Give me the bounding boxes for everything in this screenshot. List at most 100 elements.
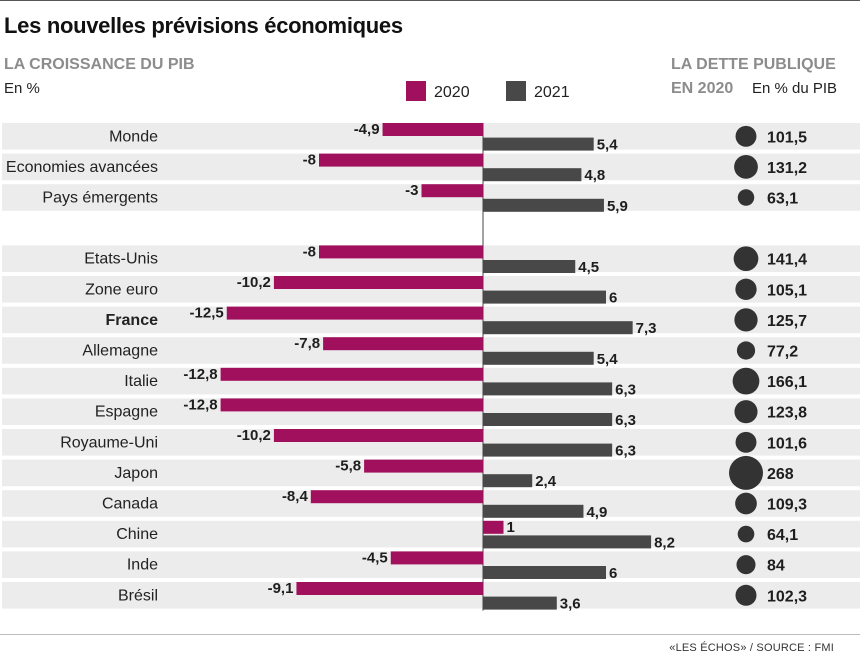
row-band — [2, 520, 860, 548]
debt-label: 166,1 — [767, 374, 807, 391]
bar-2021 — [483, 260, 576, 273]
bar-label-2020: -3 — [405, 182, 418, 199]
category-label: Chine — [116, 526, 158, 543]
legend-label-2020: 2020 — [434, 84, 470, 101]
bar-2020 — [220, 367, 483, 381]
legend-item-2020: 2020 — [406, 81, 470, 102]
debt-bubble — [733, 246, 759, 272]
debt-label: 141,4 — [767, 252, 807, 269]
category-label: Allemagne — [82, 343, 158, 360]
bar-2020 — [310, 490, 483, 504]
debt-label: 101,6 — [767, 435, 807, 452]
debt-bubble — [735, 278, 757, 300]
bar-label-2021: 2,4 — [535, 473, 557, 490]
debt-bubble — [735, 431, 757, 453]
bar-2021 — [483, 596, 557, 610]
bar-label-2021: 6,3 — [615, 412, 636, 429]
bar-label-2020: -7,8 — [294, 335, 320, 352]
bar-2021 — [483, 198, 604, 212]
debt-bubble — [734, 308, 758, 332]
bar-2020 — [226, 306, 483, 320]
debt-subtitle-line1: LA DETTE PUBLIQUE — [671, 56, 836, 73]
bar-label-2021: 6,3 — [615, 381, 636, 398]
debt-label: 131,2 — [767, 160, 807, 177]
debt-bubble — [736, 555, 756, 575]
bar-2020 — [319, 153, 483, 167]
bar-2020 — [483, 520, 504, 534]
bar-2021 — [483, 474, 533, 488]
debt-label: 105,1 — [767, 282, 807, 299]
bar-label-2021: 7,3 — [636, 320, 657, 337]
bar-2020 — [220, 398, 483, 412]
category-label: Etats-Unis — [84, 251, 158, 268]
bar-2021 — [483, 351, 594, 365]
bar-2020 — [421, 184, 483, 198]
bar-2021 — [483, 566, 606, 579]
bar-2021 — [483, 413, 613, 426]
bar-label-2021: 3,6 — [560, 596, 581, 613]
bar-label-2021: 6 — [609, 290, 617, 307]
bar-label-2021: 4,5 — [578, 259, 599, 276]
category-label: Italie — [124, 373, 158, 390]
bar-label-2020: -9,1 — [268, 580, 294, 597]
bar-label-2020: -12,8 — [183, 366, 217, 383]
bar-2020 — [273, 429, 483, 442]
bar-2020 — [296, 582, 483, 595]
debt-unit: En % du PIB — [752, 80, 838, 97]
debt-label: 123,8 — [767, 405, 807, 422]
bar-label-2021: 4,9 — [586, 504, 607, 521]
bar-label-2020: -8 — [303, 152, 316, 169]
bar-2020 — [390, 551, 483, 565]
bar-2021 — [483, 168, 582, 182]
debt-bubble — [736, 341, 756, 360]
bar-label-2020: 1 — [507, 519, 515, 536]
bar-2021 — [483, 535, 652, 549]
debt-bubble — [735, 584, 757, 606]
debt-bubble — [737, 189, 755, 206]
debt-subtitle-line2: EN 2020 — [671, 80, 734, 97]
bar-2020 — [323, 337, 483, 351]
debt-bubble — [734, 400, 758, 424]
top-rule — [0, 0, 860, 1]
bar-2021 — [483, 443, 613, 457]
bar-2020 — [364, 459, 483, 473]
category-label: Monde — [109, 128, 158, 145]
bar-label-2021: 5,9 — [607, 198, 628, 215]
bar-label-2020: -12,8 — [183, 396, 217, 413]
bar-2020 — [382, 123, 483, 136]
legend-label-2021: 2021 — [534, 84, 570, 101]
debt-bubble — [734, 155, 758, 179]
legend-item-2021: 2021 — [506, 81, 570, 102]
bar-2020 — [319, 245, 483, 259]
debt-label: 84 — [767, 558, 785, 575]
category-label: Inde — [127, 557, 158, 574]
debt-label: 268 — [767, 466, 794, 483]
category-label: Pays émergents — [42, 190, 158, 207]
bar-2021 — [483, 137, 594, 151]
category-label: Canada — [102, 496, 158, 513]
bar-label-2021: 6,3 — [615, 443, 636, 460]
debt-bubble — [735, 492, 757, 515]
bar-2021 — [483, 382, 613, 396]
bar-label-2021: 5,4 — [597, 137, 619, 154]
growth-subtitle: LA CROISSANCE DU PIB — [4, 56, 195, 73]
bar-label-2021: 8,2 — [654, 534, 675, 551]
debt-bubble — [729, 455, 763, 490]
debt-label: 125,7 — [767, 313, 807, 330]
debt-label: 77,2 — [767, 344, 798, 361]
bar-2021 — [483, 321, 633, 335]
legend-swatch-2020 — [406, 81, 426, 101]
bar-label-2020: -8,4 — [282, 488, 309, 505]
debt-label: 63,1 — [767, 191, 798, 208]
category-label: Brésil — [118, 587, 158, 604]
debt-label: 101,5 — [767, 129, 807, 146]
debt-bubble — [735, 125, 757, 147]
category-label: Japon — [114, 465, 158, 482]
debt-bubble — [737, 525, 755, 543]
bar-label-2020: -10,2 — [237, 427, 271, 444]
bar-label-2021: 6 — [609, 565, 617, 582]
bar-label-2020: -10,2 — [237, 274, 271, 291]
category-label: Espagne — [95, 404, 158, 421]
chart-title: Les nouvelles prévisions économiques — [4, 13, 403, 38]
